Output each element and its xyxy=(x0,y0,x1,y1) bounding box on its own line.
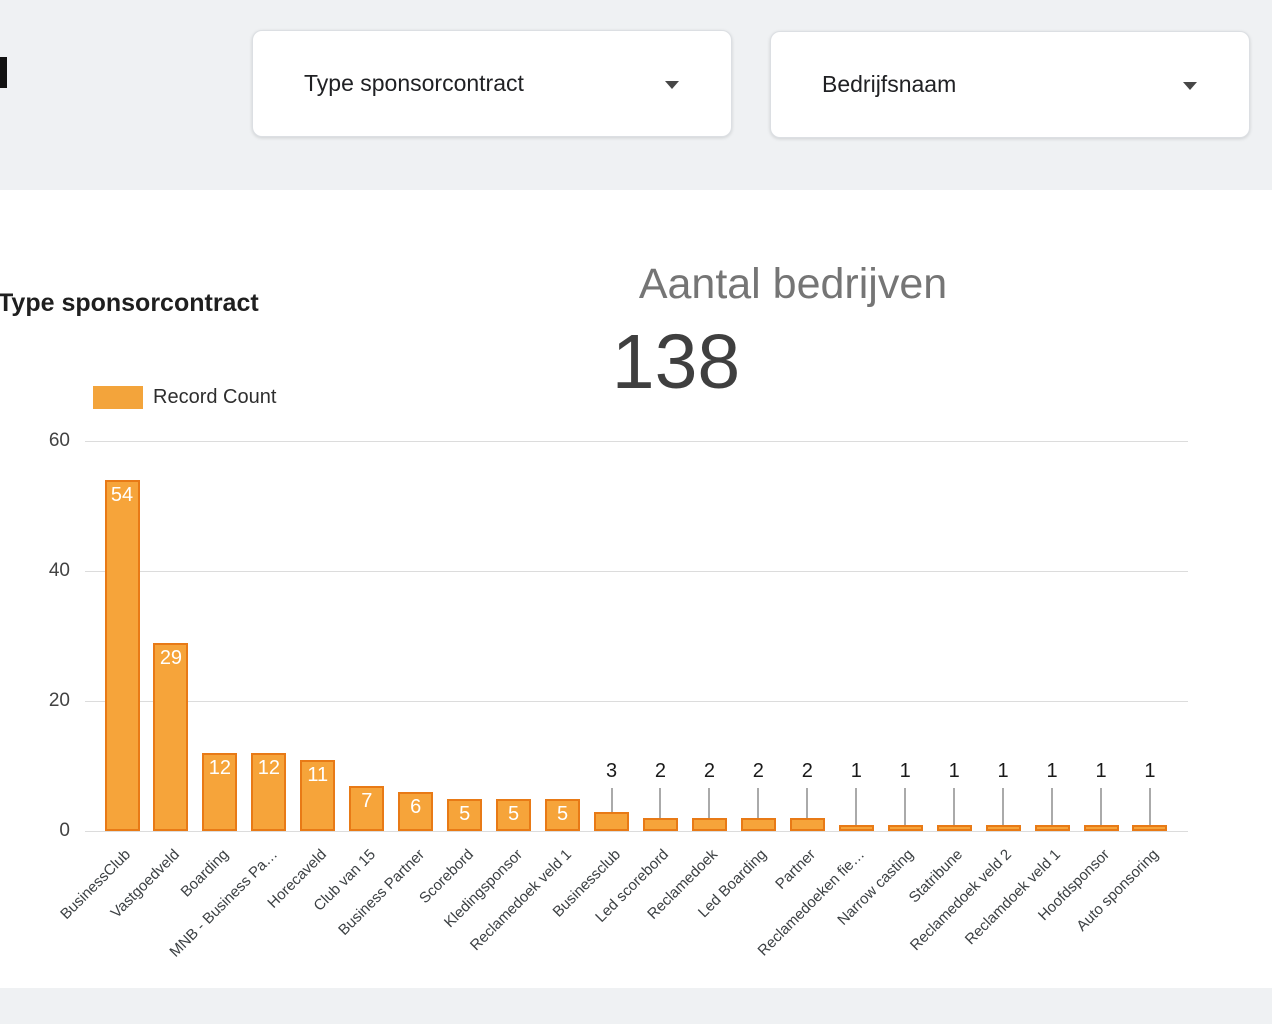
bar[interactable] xyxy=(985,824,1021,831)
annotation-stem xyxy=(1002,788,1005,825)
bar[interactable] xyxy=(594,811,629,831)
bar[interactable] xyxy=(496,798,532,831)
filter-bedrijfsnaam[interactable]: Bedrijfsnaam xyxy=(770,31,1250,138)
annotation-stem xyxy=(953,788,956,825)
next-section-band xyxy=(0,988,1272,1024)
bar-value-label: 6 xyxy=(410,796,422,818)
bar[interactable] xyxy=(1083,824,1119,831)
bar[interactable] xyxy=(691,818,727,831)
filter-label: Type sponsorcontract xyxy=(304,70,524,96)
bar-value-label: 3 xyxy=(605,760,618,782)
bar-value-label: 1 xyxy=(948,760,960,782)
bar[interactable] xyxy=(936,824,972,831)
scorecard-value: 138 xyxy=(611,319,741,405)
legend-swatch xyxy=(93,386,143,409)
gridline xyxy=(85,571,1188,572)
bar-value-label: 11 xyxy=(307,763,329,786)
bar[interactable] xyxy=(1034,824,1070,831)
bar-value-label: 1 xyxy=(1144,760,1156,782)
annotation-stem xyxy=(1100,788,1102,825)
chart-title: Type sponsorcontract xyxy=(0,289,259,317)
bar[interactable] xyxy=(740,818,776,831)
filter-type-sponsorcontract[interactable]: Type sponsorcontract xyxy=(252,30,732,137)
partial-edge-element xyxy=(0,57,7,88)
bar-value-label: 5 xyxy=(556,802,569,825)
annotation-stem xyxy=(806,788,809,818)
y-axis-label: 40 xyxy=(48,560,70,581)
bar-value-label: 1 xyxy=(1095,760,1107,782)
bar-value-label: 54 xyxy=(110,484,134,506)
bar[interactable] xyxy=(1132,824,1168,831)
bar-value-label: 7 xyxy=(361,789,373,812)
chart-legend: Record Count xyxy=(93,386,276,409)
bar[interactable] xyxy=(642,818,678,831)
legend-label: Record Count xyxy=(153,386,277,408)
bar-value-label: 12 xyxy=(257,757,280,779)
bar-value-label: 2 xyxy=(654,760,666,782)
y-axis-label: 0 xyxy=(59,820,70,841)
annotation-stem xyxy=(708,788,711,818)
bar-value-label: 12 xyxy=(208,757,232,779)
scorecard-title: Aantal bedrijven xyxy=(638,260,948,308)
bar[interactable] xyxy=(545,798,581,831)
gridline xyxy=(85,701,1188,702)
bar[interactable] xyxy=(838,824,874,831)
annotation-stem xyxy=(855,788,858,825)
bar-value-label: 5 xyxy=(459,802,471,825)
bar[interactable] xyxy=(447,798,483,831)
bar-value-label: 2 xyxy=(752,760,764,782)
bar-value-label: 1 xyxy=(1046,760,1058,782)
annotation-stem xyxy=(1148,788,1151,825)
bar[interactable] xyxy=(887,824,923,831)
chevron-down-icon xyxy=(1183,81,1197,90)
gridline xyxy=(85,831,1188,832)
bar[interactable] xyxy=(300,759,336,831)
bar[interactable] xyxy=(202,753,238,831)
annotation-stem xyxy=(757,788,760,818)
bar-value-label: 1 xyxy=(850,760,862,782)
bar-value-label: 2 xyxy=(801,760,813,782)
y-axis-label: 20 xyxy=(48,690,70,711)
annotation-stem xyxy=(659,788,662,818)
gridline xyxy=(85,441,1188,442)
filter-label: Bedrijfsnaam xyxy=(822,71,957,97)
bar-value-label: 1 xyxy=(997,760,1009,782)
annotation-stem xyxy=(1051,788,1054,825)
bar[interactable] xyxy=(153,642,189,831)
y-axis-label: 60 xyxy=(48,430,70,451)
bar[interactable] xyxy=(398,792,434,831)
annotation-stem xyxy=(610,788,613,812)
bar[interactable] xyxy=(349,785,385,831)
bar-value-label: 1 xyxy=(899,760,911,782)
bar-value-label: 29 xyxy=(159,646,183,669)
chevron-down-icon xyxy=(665,80,679,89)
bar[interactable] xyxy=(251,753,287,831)
bar-value-label: 5 xyxy=(508,802,520,825)
bar[interactable] xyxy=(104,480,140,831)
bar-value-label: 2 xyxy=(703,760,715,782)
annotation-stem xyxy=(904,788,907,825)
bar[interactable] xyxy=(789,818,825,831)
